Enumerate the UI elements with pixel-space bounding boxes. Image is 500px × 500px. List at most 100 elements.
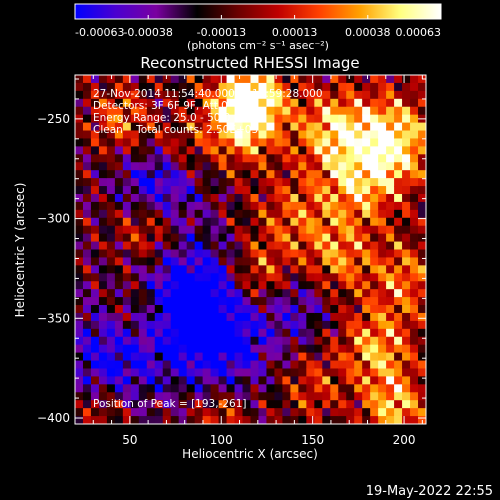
heatmap-cell (346, 328, 355, 338)
heatmap-cell (242, 209, 252, 219)
heatmap-cell (106, 281, 116, 290)
heatmap-cell (194, 75, 204, 84)
heatmap-cell (170, 217, 180, 227)
heatmap-cell (162, 170, 172, 179)
heatmap-cell (402, 344, 411, 354)
heatmap-cell (410, 154, 419, 163)
heatmap-cell (98, 193, 108, 203)
heatmap-cell (234, 281, 244, 290)
heatmap-cell (282, 90, 291, 100)
heatmap-cell (130, 209, 140, 219)
heatmap-cell (346, 265, 355, 274)
heatmap-cell (402, 408, 411, 417)
heatmap-cell (266, 186, 276, 195)
heatmap-cell (314, 178, 323, 187)
heatmap-cell (186, 328, 196, 338)
heatmap-cell (90, 312, 100, 322)
heatmap-cell (362, 138, 371, 147)
heatmap-cell (186, 178, 196, 187)
heatmap-cell (322, 178, 331, 187)
heatmap-cell (418, 265, 426, 274)
heatmap-cell (98, 273, 108, 282)
heatmap-cell (322, 384, 331, 393)
colorbar: -0.00063-0.00038 -0.00013 0.00013 0.00038 0.… (74, 3, 442, 52)
heatmap-cell (282, 209, 291, 219)
heatmap-image (75, 75, 426, 424)
heatmap-cell (418, 281, 426, 290)
heatmap-cell (170, 320, 180, 330)
heatmap-cell (106, 75, 116, 84)
heatmap-cell (322, 170, 331, 179)
heatmap-cell (75, 257, 84, 266)
heatmap-cell (202, 265, 212, 274)
heatmap-cell (162, 408, 172, 417)
heatmap-cell (322, 328, 331, 338)
heatmap-cell (362, 98, 371, 108)
heatmap-cell (75, 170, 84, 179)
heatmap-cell (202, 209, 212, 219)
heatmap-cell (402, 154, 411, 163)
plot-frame (74, 74, 427, 425)
heatmap-cell (90, 249, 100, 259)
heatmap-cell (330, 392, 339, 401)
heatmap-cell (418, 209, 426, 219)
heatmap-cell (418, 217, 426, 227)
heatmap-cell (202, 98, 212, 108)
heatmap-cell (282, 384, 291, 393)
heatmap-cell (170, 130, 180, 140)
heatmap-cell (242, 186, 252, 195)
heatmap-cell (154, 233, 164, 243)
heatmap-cell (194, 146, 204, 155)
heatmap-cell (178, 193, 188, 203)
heatmap-cell (194, 162, 204, 171)
heatmap-cell (338, 225, 347, 235)
heatmap-cell (290, 249, 299, 259)
heatmap-cell (122, 289, 132, 298)
heatmap-cell (370, 352, 379, 362)
heatmap-cell (162, 328, 172, 338)
heatmap-cell (346, 336, 355, 346)
heatmap-cell (162, 90, 172, 100)
heatmap-cell (82, 376, 92, 385)
heatmap-cell (394, 106, 403, 116)
heatmap-cell (274, 249, 284, 259)
heatmap-cell (146, 344, 156, 354)
heatmap-cell (122, 312, 132, 322)
heatmap-cell (378, 305, 387, 314)
heatmap-cell (106, 408, 116, 417)
heatmap-cell (186, 249, 196, 259)
heatmap-cell (234, 106, 244, 116)
heatmap-cell (322, 201, 331, 211)
heatmap-cell (250, 289, 260, 298)
heatmap-cell (130, 360, 140, 370)
heatmap-cell (90, 344, 100, 354)
heatmap-cell (194, 249, 204, 259)
heatmap-cell (218, 392, 228, 401)
heatmap-cell (418, 408, 426, 417)
heatmap-cell (154, 130, 164, 140)
heatmap-cell (322, 138, 331, 147)
heatmap-cell (394, 416, 403, 424)
heatmap-cell (346, 225, 355, 235)
heatmap-cell (210, 360, 220, 370)
heatmap-cell (298, 400, 307, 409)
heatmap-cell (226, 352, 236, 362)
heatmap-cell (170, 178, 180, 187)
heatmap-cell (210, 305, 220, 314)
heatmap-cell (218, 384, 228, 393)
heatmap-cell (354, 416, 363, 424)
heatmap-cell (218, 162, 228, 171)
heatmap-cell (130, 249, 140, 259)
heatmap-cell (162, 114, 172, 124)
heatmap-cell (314, 376, 323, 385)
heatmap-cell (250, 122, 260, 132)
heatmap-cell (186, 416, 196, 424)
heatmap-cell (362, 368, 371, 378)
heatmap-cell (314, 400, 323, 409)
heatmap-cell (194, 368, 204, 378)
heatmap-cell (250, 193, 260, 203)
heatmap-cell (258, 273, 268, 282)
heatmap-cell (138, 336, 148, 346)
heatmap-cell (202, 400, 212, 409)
heatmap-cell (194, 217, 204, 227)
